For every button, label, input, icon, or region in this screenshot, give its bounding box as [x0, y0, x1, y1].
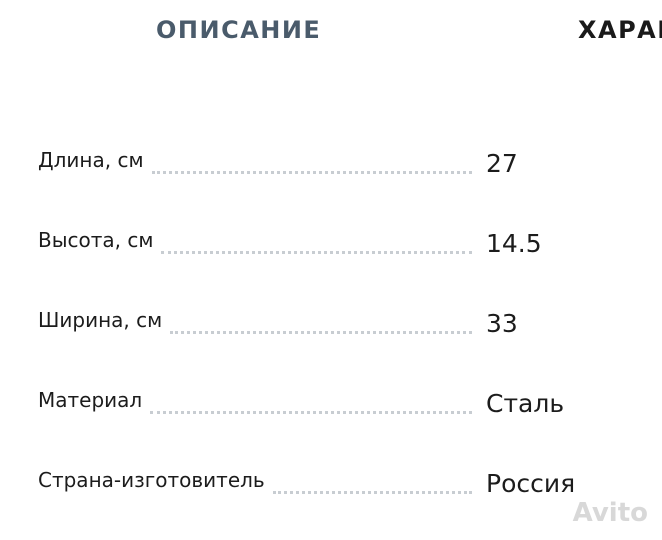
spec-row: Ширина, см 33	[38, 308, 518, 338]
spec-row: Материал Сталь	[38, 388, 564, 418]
spec-label: Высота, см	[38, 228, 154, 252]
dotted-leader	[151, 171, 472, 174]
dotted-leader	[150, 411, 472, 414]
spec-value: 33	[486, 309, 518, 338]
spec-label: Ширина, см	[38, 308, 163, 332]
spec-row: Страна-изготовитель Россия	[38, 468, 575, 498]
spec-value: 27	[486, 149, 518, 178]
spec-row: Высота, см 14.5	[38, 228, 542, 258]
dotted-leader	[170, 331, 472, 334]
tab-description[interactable]: ОПИСАНИЕ	[156, 16, 322, 44]
spec-value: Россия	[486, 469, 576, 498]
spec-value: Сталь	[486, 389, 565, 418]
spec-row: Длина, см 27	[38, 148, 518, 178]
spec-value: 14.5	[486, 229, 542, 258]
dotted-leader	[272, 491, 472, 494]
tab-characteristics[interactable]: ХАРАК	[578, 16, 662, 44]
spec-label: Страна-изготовитель	[38, 468, 265, 492]
spec-label: Длина, см	[38, 148, 144, 172]
spec-label: Материал	[38, 388, 143, 412]
dotted-leader	[161, 251, 472, 254]
watermark: Avito	[572, 498, 648, 528]
